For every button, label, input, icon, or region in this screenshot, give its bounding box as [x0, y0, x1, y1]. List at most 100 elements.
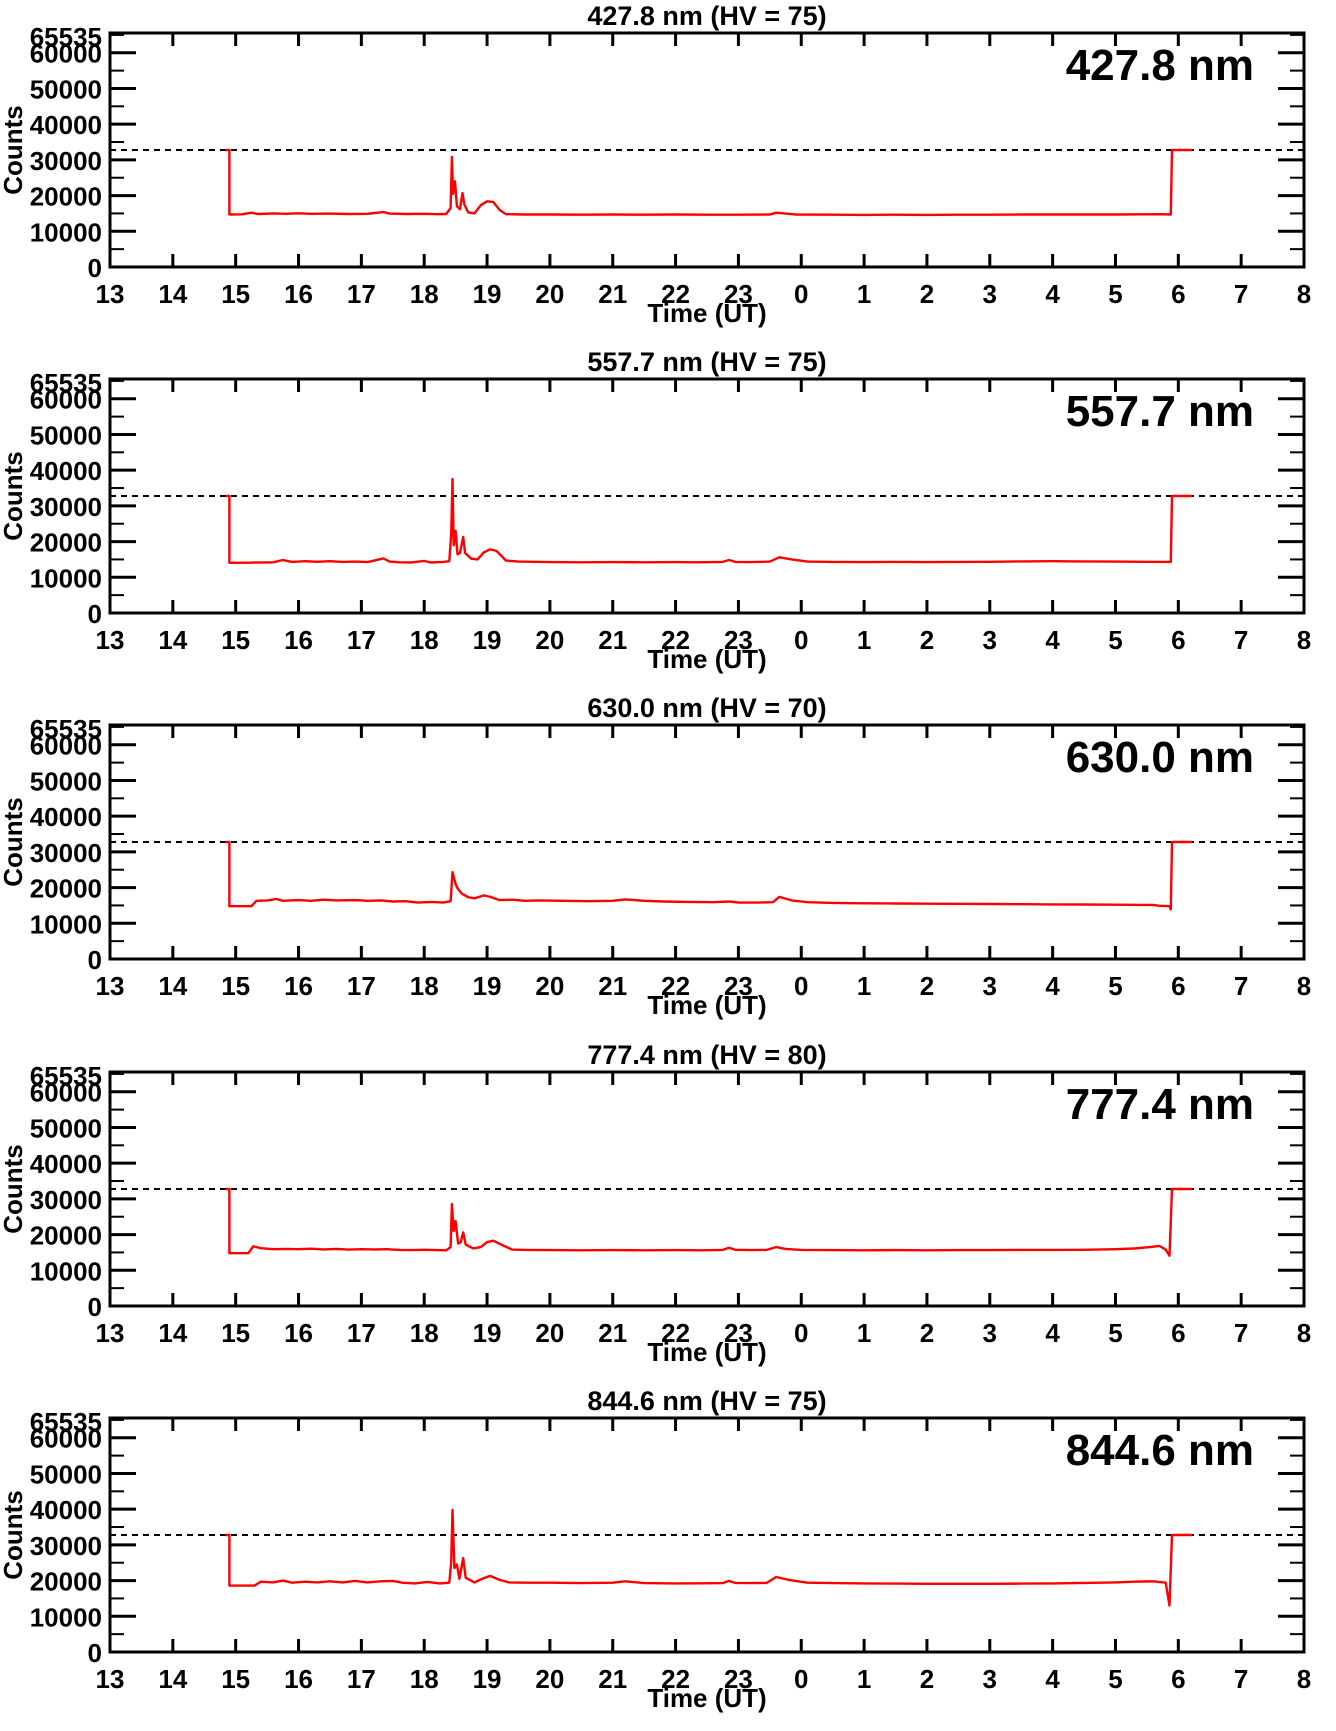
- y-tick-label: 50000: [30, 1113, 102, 1143]
- x-tick-label: 5: [1108, 625, 1122, 655]
- x-tick-label: 14: [158, 279, 187, 309]
- y-tick-label: 10000: [30, 563, 102, 593]
- x-tick-label: 6: [1171, 625, 1185, 655]
- y-tick-label: 10000: [30, 1602, 102, 1632]
- x-axis-title: Time (UT): [647, 1337, 766, 1367]
- plot-frame: [108, 31, 1306, 269]
- x-tick-label: 1: [857, 279, 871, 309]
- y-tick-label: 30000: [30, 1184, 102, 1214]
- x-tick-label: 19: [473, 1664, 502, 1694]
- y-axis-title: Counts: [0, 1490, 28, 1579]
- y-tick-label: 60000: [30, 1424, 102, 1454]
- x-tick-label: 21: [598, 279, 627, 309]
- x-tick-label: 21: [598, 1664, 627, 1694]
- y-tick-label: 0: [88, 1292, 102, 1322]
- x-tick-label: 21: [598, 1318, 627, 1348]
- x-tick-label: 4: [1045, 971, 1060, 1001]
- x-tick-label: 13: [96, 279, 125, 309]
- plot-svg-2: 557.7 nm (HV = 75) 0 10000 20000 30000 40000 5…: [0, 347, 1311, 674]
- x-tick-label: 23: [724, 1664, 753, 1694]
- x-tick-label: 7: [1234, 625, 1248, 655]
- x-tick-label: 14: [158, 971, 187, 1001]
- plot-frame: [108, 1070, 1306, 1308]
- y-tick-label: 10000: [30, 910, 102, 940]
- x-tick-label: 16: [284, 1664, 313, 1694]
- x-tick-label: 15: [221, 1318, 250, 1348]
- x-tick-label: 15: [221, 1664, 250, 1694]
- chart-panel-1: 427.8 nm (HV = 75) 0 10000 20000 30000 40000 5…: [0, 0, 1336, 346]
- plot-svg-4: 777.4 nm (HV = 80) 0 10000 20000 30000 40000 5…: [0, 1040, 1311, 1367]
- x-tick-label: 7: [1234, 279, 1248, 309]
- x-tick-label: 13: [96, 971, 125, 1001]
- y-axis-title: Counts: [0, 798, 28, 887]
- x-tick-label: 21: [598, 625, 627, 655]
- y-tick-label: 40000: [30, 1149, 102, 1179]
- y-tick-label: 20000: [30, 1220, 102, 1250]
- y-axis-title: Counts: [0, 105, 28, 194]
- x-tick-label: 23: [724, 279, 753, 309]
- x-tick-label: 16: [284, 625, 313, 655]
- x-tick-label: 13: [96, 1318, 125, 1348]
- x-tick-label: 5: [1108, 971, 1122, 1001]
- x-tick-label: 2: [920, 1318, 934, 1348]
- y-tick-label: 60000: [30, 1077, 102, 1107]
- y-tick-label: 50000: [30, 421, 102, 451]
- x-tick-label: 20: [535, 1664, 564, 1694]
- counts-series-line: [225, 478, 1193, 565]
- y-axis-top-label: 65535: [30, 1061, 102, 1091]
- y-tick-label: 50000: [30, 767, 102, 797]
- y-tick-label: 0: [88, 253, 102, 283]
- x-tick-label: 21: [598, 971, 627, 1001]
- y-tick-label: 0: [88, 945, 102, 975]
- x-tick-label: 13: [96, 625, 125, 655]
- x-tick-label: 1: [857, 1664, 871, 1694]
- x-tick-label: 3: [983, 279, 997, 309]
- y-tick-label: 30000: [30, 146, 102, 176]
- x-tick-label: 6: [1171, 971, 1185, 1001]
- x-tick-label: 8: [1297, 1318, 1311, 1348]
- x-tick-label: 19: [473, 279, 502, 309]
- x-tick-label: 8: [1297, 1664, 1311, 1694]
- x-axis-title: Time (UT): [647, 990, 766, 1020]
- x-tick-label: 22: [661, 1664, 690, 1694]
- y-tick-label: 30000: [30, 838, 102, 868]
- plot-title: 777.4 nm (HV = 80): [587, 1040, 826, 1070]
- x-tick-label: 4: [1045, 625, 1060, 655]
- x-tick-label: 18: [410, 279, 439, 309]
- y-axis-title: Counts: [0, 1144, 28, 1233]
- counts-series-line: [225, 1508, 1193, 1607]
- x-tick-label: 6: [1171, 279, 1185, 309]
- x-tick-label: 20: [535, 1318, 564, 1348]
- x-tick-label: 18: [410, 1318, 439, 1348]
- x-tick-label: 0: [794, 1318, 808, 1348]
- x-tick-label: 3: [983, 625, 997, 655]
- x-tick-label: 23: [724, 1318, 753, 1348]
- y-axis-top-label: 65535: [30, 22, 102, 52]
- x-tick-label: 1: [857, 971, 871, 1001]
- x-tick-label: 0: [794, 971, 808, 1001]
- chart-panel-3: 630.0 nm (HV = 70) 0 10000 20000 30000 40000 5…: [0, 692, 1336, 1038]
- y-axis-title: Counts: [0, 451, 28, 540]
- y-tick-label: 40000: [30, 803, 102, 833]
- x-tick-label: 20: [535, 625, 564, 655]
- x-axis-title: Time (UT): [647, 298, 766, 328]
- y-tick-label: 0: [88, 599, 102, 629]
- plot-frame: [108, 1416, 1306, 1654]
- plot-svg-3: 630.0 nm (HV = 70) 0 10000 20000 30000 40000 5…: [0, 693, 1311, 1020]
- x-tick-label: 8: [1297, 279, 1311, 309]
- y-tick-label: 40000: [30, 110, 102, 140]
- x-tick-label: 19: [473, 1318, 502, 1348]
- x-tick-label: 2: [920, 1664, 934, 1694]
- x-tick-label: 17: [347, 279, 376, 309]
- x-tick-label: 2: [920, 279, 934, 309]
- y-tick-label: 20000: [30, 874, 102, 904]
- plot-title: 630.0 nm (HV = 70): [587, 693, 826, 723]
- wavelength-corner-label: 630.0 nm: [1066, 733, 1254, 782]
- x-tick-label: 6: [1171, 1664, 1185, 1694]
- chart-panel-4: 777.4 nm (HV = 80) 0 10000 20000 30000 40000 5…: [0, 1039, 1336, 1385]
- x-tick-label: 18: [410, 971, 439, 1001]
- x-axis-title: Time (UT): [647, 644, 766, 674]
- x-tick-label: 23: [724, 625, 753, 655]
- x-tick-label: 5: [1108, 279, 1122, 309]
- x-tick-label: 3: [983, 1664, 997, 1694]
